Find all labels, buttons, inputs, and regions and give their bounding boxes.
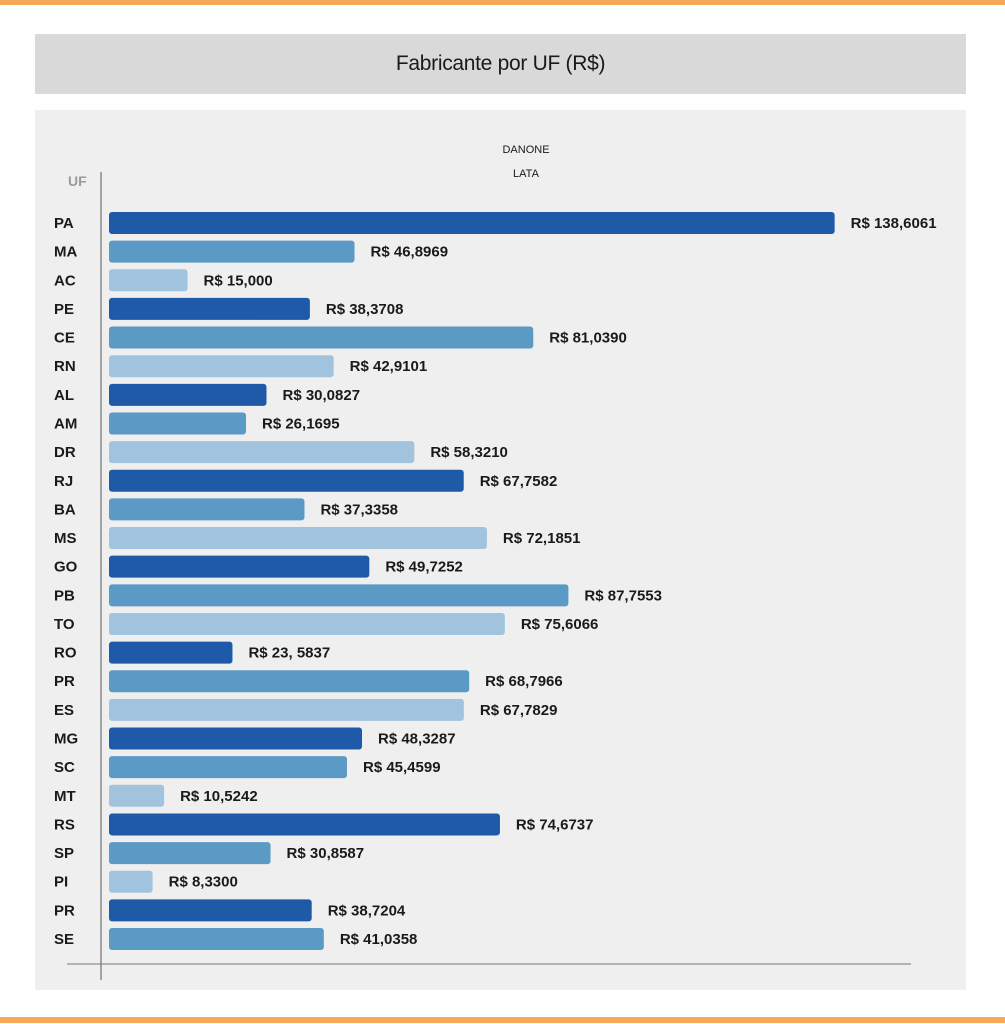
bar-pb-13	[109, 584, 569, 607]
bar-ma-1	[109, 240, 355, 263]
value-label-13: R$ 87,7553	[584, 587, 662, 604]
bar-ce-4	[109, 326, 534, 349]
bar-dr-8	[109, 441, 415, 464]
bar-ro-15	[109, 641, 233, 664]
value-label-16: R$ 68,7966	[485, 673, 563, 690]
value-label-24: R$ 38,7204	[328, 902, 406, 919]
value-label-14: R$ 75,6066	[521, 616, 599, 633]
value-label-17: R$ 67,7829	[480, 702, 558, 719]
category-label-23: PI	[54, 874, 68, 891]
value-label-8: R$ 58,3210	[430, 444, 508, 461]
bar-mg-18	[109, 727, 363, 750]
bar-pa-0	[109, 212, 835, 234]
value-label-2: R$ 15,000	[204, 272, 273, 289]
category-label-9: RJ	[54, 473, 73, 490]
value-label-0: R$ 138,6061	[851, 215, 937, 232]
category-label-19: SC	[54, 759, 75, 776]
bar-al-6	[109, 383, 267, 406]
value-label-25: R$ 41,0358	[340, 931, 418, 948]
value-label-19: R$ 45,4599	[363, 759, 441, 776]
category-label-10: BA	[54, 501, 76, 518]
bottom-accent-rule	[0, 1017, 1005, 1023]
value-label-4: R$ 81,0390	[549, 330, 627, 347]
value-label-9: R$ 67,7582	[480, 473, 558, 490]
category-label-22: SP	[54, 845, 74, 862]
category-label-16: PR	[54, 673, 75, 690]
bar-go-12	[109, 555, 370, 578]
bar-pr-16	[109, 670, 470, 693]
bar-sp-22	[109, 842, 271, 865]
value-label-3: R$ 38,3708	[326, 301, 404, 318]
value-label-10: R$ 37,3358	[320, 501, 398, 518]
value-label-22: R$ 30,8587	[287, 845, 365, 862]
category-label-21: RS	[54, 816, 75, 833]
bar-sc-19	[109, 756, 347, 779]
bar-ba-10	[109, 498, 305, 521]
value-label-23: R$ 8,3300	[169, 874, 238, 891]
category-label-25: SE	[54, 931, 74, 948]
chart-title: Fabricante por UF (R$)	[395, 52, 606, 75]
value-label-18: R$ 48,3287	[378, 731, 456, 748]
bar-chart: DANONE LATA UF PA R$ 138,6061 MA R$ 46,8969 AC R…	[54, 144, 937, 980]
header-line-2: LATA	[513, 168, 540, 180]
category-label-24: PR	[54, 902, 75, 919]
category-label-5: RN	[54, 358, 76, 375]
bar-am-7	[109, 412, 247, 435]
value-label-20: R$ 10,5242	[180, 788, 258, 805]
bar-mt-20	[109, 784, 165, 807]
category-label-1: MA	[54, 244, 77, 261]
bar-se-25	[109, 928, 324, 950]
chart-panel: DANONE LATA UF PA R$ 138,6061 MA R$ 46,8969 AC R…	[35, 110, 966, 990]
header-line-1: DANONE	[502, 144, 549, 156]
category-label-13: PB	[54, 587, 75, 604]
value-label-15: R$ 23, 5837	[248, 645, 330, 662]
value-label-21: R$ 74,6737	[516, 816, 594, 833]
category-label-3: PE	[54, 301, 74, 318]
value-label-1: R$ 46,8969	[371, 244, 449, 261]
category-label-2: AC	[54, 272, 76, 289]
category-label-15: RO	[54, 645, 77, 662]
bar-es-17	[109, 698, 464, 721]
value-label-5: R$ 42,9101	[350, 358, 428, 375]
value-label-12: R$ 49,7252	[385, 559, 463, 576]
bar-rn-5	[109, 355, 334, 378]
bar-ac-2	[109, 269, 188, 292]
category-label-0: PA	[54, 215, 74, 232]
value-label-6: R$ 30,0827	[282, 387, 360, 404]
bar-rs-21	[109, 813, 500, 836]
category-label-17: ES	[54, 702, 74, 719]
chart-title-band: Fabricante por UF (R$)	[35, 34, 966, 94]
bar-pi-23	[109, 870, 153, 893]
top-accent-rule	[0, 0, 1005, 5]
value-label-7: R$ 26,1695	[262, 415, 340, 432]
axis-title: UF	[68, 173, 87, 189]
bar-to-14	[109, 612, 505, 635]
category-label-11: MS	[54, 530, 77, 547]
bar-pe-3	[109, 297, 310, 320]
category-label-6: AL	[54, 387, 74, 404]
bar-pr-24	[109, 899, 312, 922]
bar-rj-9	[109, 469, 464, 492]
category-label-12: GO	[54, 559, 78, 576]
bar-ms-11	[109, 527, 487, 550]
category-label-4: CE	[54, 330, 75, 347]
category-label-7: AM	[54, 415, 77, 432]
category-label-14: TO	[54, 616, 75, 633]
value-label-11: R$ 72,1851	[503, 530, 581, 547]
category-label-18: MG	[54, 731, 78, 748]
category-label-8: DR	[54, 444, 76, 461]
category-label-20: MT	[54, 788, 76, 805]
